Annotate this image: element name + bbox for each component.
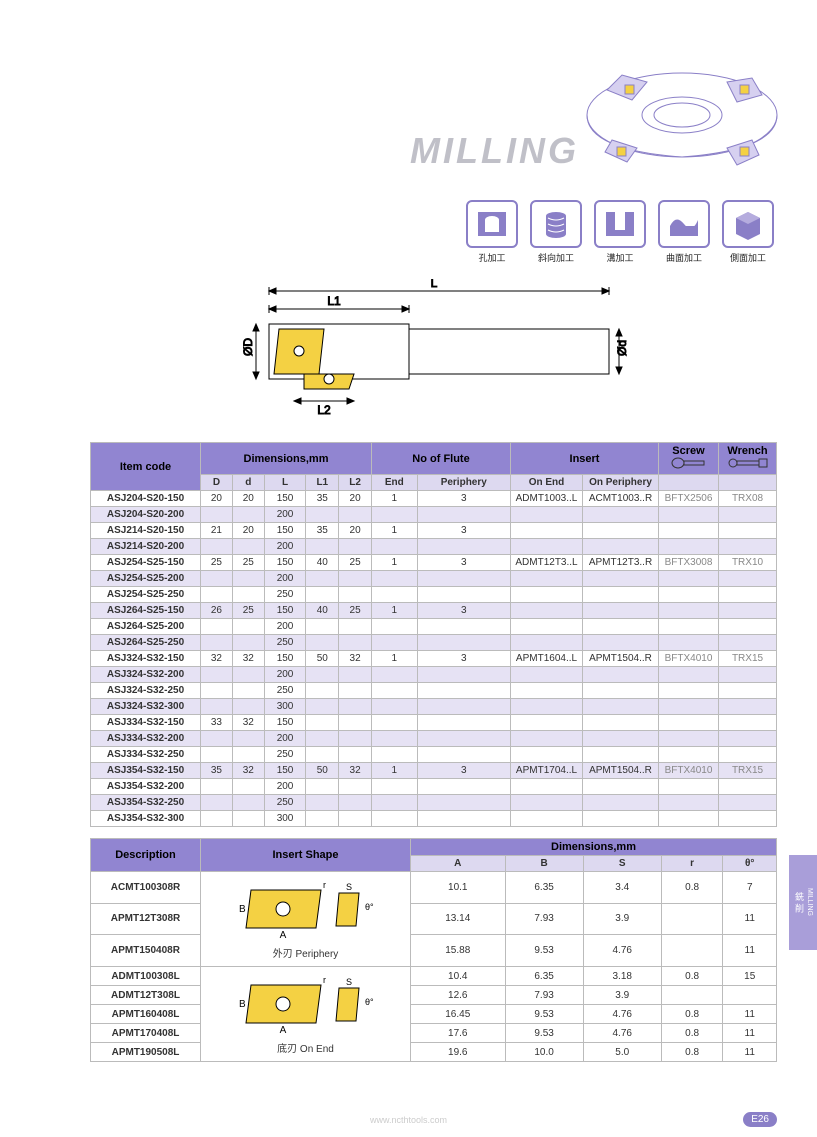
th-desc: Description [91,839,201,872]
svg-text:A: A [279,930,286,940]
table-row: ASJ324-S32-1503232150503213APMT1604..LAP… [91,651,777,667]
svg-text:S: S [345,882,351,892]
table-row: ASJ214-S20-1502120150352013 [91,523,777,539]
table-row: ASJ254-S25-1502525150402513ADMT12T3..LAP… [91,555,777,571]
th-item-code: Item code [91,443,201,491]
table-row: APMT170408L17.69.534.760.811 [91,1024,777,1043]
svg-text:r: r [323,975,326,985]
operation-icon-row: 孔加工斜向加工溝加工曲面加工側面加工 [90,200,777,264]
side-tab: MILLING 銑 削 [789,855,817,950]
table-row: ASJ264-S25-200200 [91,619,777,635]
table-row: ASJ354-S32-250250 [91,795,777,811]
insert-shape-diagram: ABSθ°r外刃 Periphery [204,874,407,964]
table-row: ASJ334-S32-1503332150 [91,715,777,731]
page-content: MILLING 孔加工斜向加工溝加工曲面加工側面加工 [0,0,817,1062]
wrench-icon [727,457,769,469]
footer-url: www.ncthtools.com [370,1115,447,1125]
operation-icon: 側面加工 [719,200,777,264]
op-icon-label: 溝加工 [591,251,649,264]
op-icon-box [722,200,774,248]
table-row: ASJ354-S32-200200 [91,779,777,795]
table-row: ACMT100308RABSθ°r外刃 Periphery10.16.353.4… [91,872,777,904]
svg-text:L: L [430,279,437,290]
insert-shape-diagram: ABSθ°r底刃 On End [204,969,407,1059]
th-idims: Dimensions,mm [411,839,777,856]
op-icon-label: 曲面加工 [655,251,713,264]
op-icon-label: 孔加工 [463,251,521,264]
op-icon-label: 側面加工 [719,251,777,264]
svg-text:Ød: Ød [615,340,629,356]
op-icon-box [594,200,646,248]
table-row: APMT12T308R13.147.933.911 [91,903,777,935]
table-row: ASJ334-S32-250250 [91,747,777,763]
table-row: APMT190508L19.610.05.00.811 [91,1043,777,1062]
table-row: ASJ204-S20-1502020150352013ADMT1003..LAC… [91,491,777,507]
operation-icon: 孔加工 [463,200,521,264]
svg-text:B: B [239,904,246,915]
op-icon-box [466,200,518,248]
svg-text:θ°: θ° [365,902,374,912]
svg-text:L2: L2 [317,403,331,417]
spec-table: Item code Dimensions,mm No of Flute Inse… [90,442,777,827]
th-flute: No of Flute [372,443,511,475]
svg-text:r: r [323,880,326,890]
table-row: ASJ264-S25-250250 [91,635,777,651]
table-row: ASJ324-S32-200200 [91,667,777,683]
operation-icon: 斜向加工 [527,200,585,264]
svg-text:B: B [239,999,246,1010]
svg-text:A: A [279,1025,286,1035]
table-row: ASJ324-S32-250250 [91,683,777,699]
table-row: ASJ204-S20-200200 [91,507,777,523]
th-screw: Screw [659,443,719,475]
operation-icon: 曲面加工 [655,200,713,264]
op-icon-box [658,200,710,248]
op-icon-label: 斜向加工 [527,251,585,264]
table-row: ADMT12T308L12.67.933.9 [91,986,777,1005]
heading-area: MILLING [90,20,777,190]
th-insert: Insert [511,443,659,475]
table-row: APMT160408L16.459.534.760.811 [91,1005,777,1024]
table-row: ADMT100308LABSθ°r底刃 On End10.46.353.180.… [91,967,777,986]
cutter-illustration [567,20,787,200]
table-row: ASJ214-S20-200200 [91,539,777,555]
table-row: ASJ324-S32-300300 [91,699,777,715]
table-row: ASJ354-S32-1503532150503213APMT1704..LAP… [91,763,777,779]
page-title: MILLING [410,130,579,172]
page-number: E26 [743,1112,777,1127]
svg-text:ØD: ØD [241,338,255,356]
insert-table: Description Insert Shape Dimensions,mm A… [90,838,777,1062]
screw-icon [670,457,708,469]
tool-diagram: L L1 ØD Ød L2 [90,279,777,422]
table-row: APMT150408R15.889.534.7611 [91,935,777,967]
th-shape: Insert Shape [201,839,411,872]
th-wrench: Wrench [719,443,777,475]
table-row: ASJ254-S25-200200 [91,571,777,587]
table-row: ASJ354-S32-300300 [91,811,777,827]
table-row: ASJ264-S25-1502625150402513 [91,603,777,619]
th-dims: Dimensions,mm [201,443,372,475]
table-row: ASJ334-S32-200200 [91,731,777,747]
svg-text:L1: L1 [327,294,341,308]
operation-icon: 溝加工 [591,200,649,264]
op-icon-box [530,200,582,248]
svg-text:S: S [345,977,351,987]
table-row: ASJ254-S25-250250 [91,587,777,603]
svg-text:θ°: θ° [365,997,374,1007]
